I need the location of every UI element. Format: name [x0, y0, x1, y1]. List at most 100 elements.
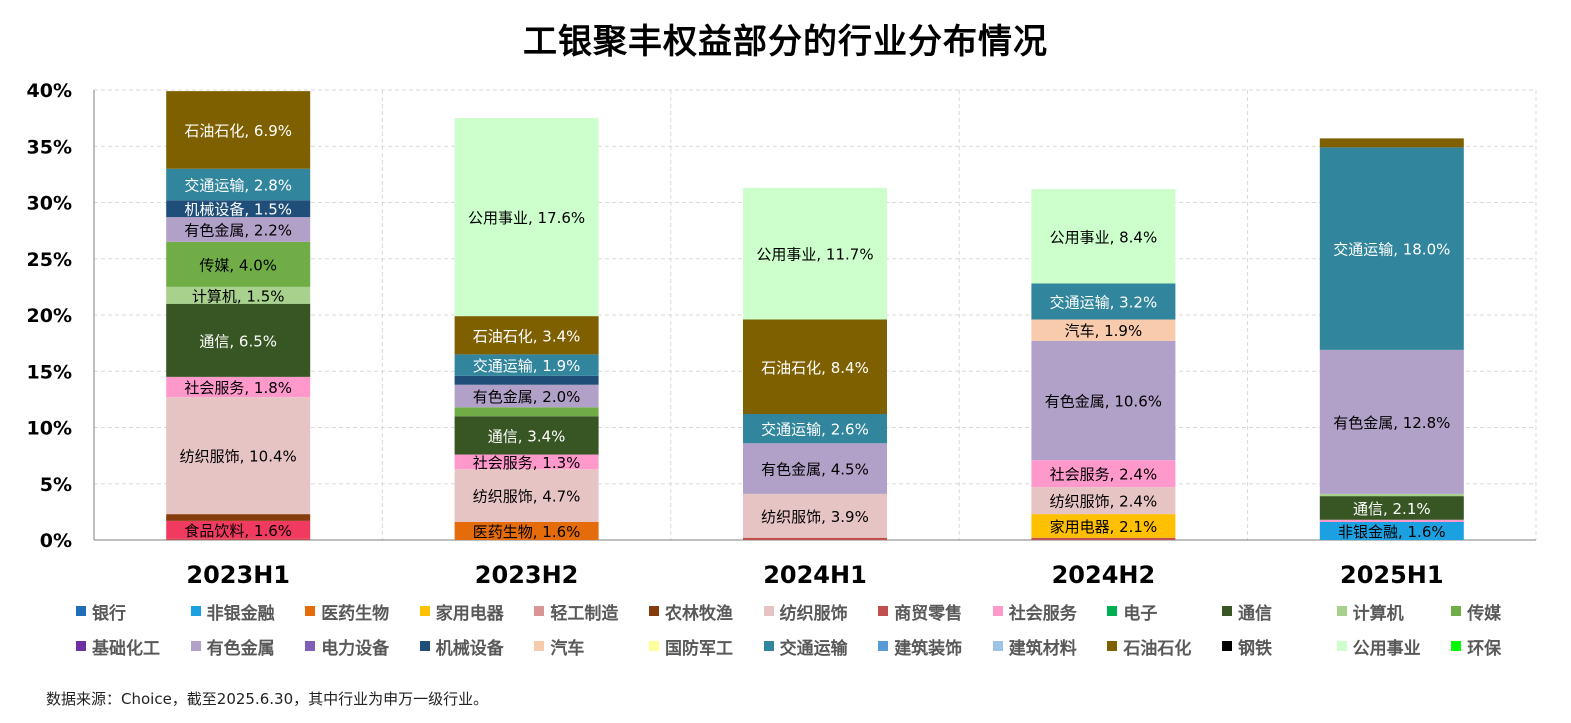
data-label: 公用事业, 17.6%	[468, 209, 585, 227]
bar-segment	[166, 397, 311, 515]
y-tick-label: 40%	[27, 80, 72, 102]
legend-swatch	[534, 606, 545, 616]
legend-item: 基础化工	[76, 635, 160, 659]
legend-swatch	[419, 641, 430, 651]
bar-segment	[743, 443, 887, 494]
bar-segment	[166, 538, 311, 540]
data-label: 有色金属, 10.6%	[1045, 393, 1162, 411]
legend-swatch	[534, 641, 545, 651]
legend-label: 电力设备	[321, 638, 390, 659]
bar-segment	[1031, 340, 1176, 461]
data-label: 医药生物, 1.6%	[473, 523, 581, 541]
data-label: 石油石化, 6.9%	[184, 122, 292, 140]
legend-swatch	[419, 606, 430, 616]
data-label: 食品饮料, 1.6%	[184, 522, 292, 540]
legend-item: 商贸零售	[878, 600, 962, 624]
legend-item: 家用电器	[419, 600, 504, 624]
legend-swatch	[1107, 606, 1118, 616]
legend-swatch	[649, 606, 659, 616]
data-label: 传媒, 4.0%	[199, 256, 277, 274]
bar-segment	[1319, 349, 1464, 494]
legend-swatch	[992, 606, 1003, 616]
x-tick-label-2024h2: 2024H2	[1052, 561, 1156, 589]
legend-label: 纺织服饰	[779, 603, 848, 624]
data-label: 有色金属, 4.5%	[761, 461, 869, 479]
legend-item: 钢铁	[1222, 635, 1272, 659]
bar-segment	[1319, 493, 1464, 497]
legend-label: 环保	[1467, 638, 1502, 659]
legend-swatch	[1451, 606, 1462, 616]
data-label: 交通运输, 3.2%	[1050, 294, 1158, 312]
legend-swatch	[992, 641, 1003, 651]
legend-item: 轻工制造	[534, 600, 618, 624]
legend-swatch	[1336, 606, 1347, 616]
legend-label: 非银金融	[206, 603, 275, 624]
legend-item: 农林牧渔	[649, 600, 733, 624]
bar-segment	[743, 537, 887, 540]
bar-segment	[1031, 283, 1176, 320]
y-tick-label: 35%	[27, 136, 72, 158]
data-label: 有色金属, 12.8%	[1333, 414, 1450, 432]
data-label: 社会服务, 1.8%	[184, 379, 292, 397]
bar-segment	[454, 469, 599, 522]
data-label: 通信, 6.5%	[199, 332, 277, 350]
legend-label: 农林牧渔	[665, 603, 733, 624]
y-tick-label: 25%	[27, 249, 72, 271]
bar-segment	[166, 303, 311, 377]
legend-item: 建筑材料	[992, 635, 1077, 659]
legend-label: 家用电器	[435, 603, 504, 624]
legend-item: 电力设备	[305, 635, 390, 659]
bar-segment	[1031, 319, 1176, 341]
data-label: 社会服务, 1.3%	[473, 454, 581, 472]
legend-swatch	[763, 641, 774, 651]
bar-segment	[166, 376, 311, 398]
legend-item: 非银金融	[190, 600, 275, 624]
data-label: 通信, 3.4%	[488, 427, 566, 445]
legend-swatch	[1107, 641, 1118, 651]
data-label: 纺织服饰, 3.9%	[761, 508, 869, 526]
bar-segment	[454, 407, 599, 417]
legend-label: 社会服务	[1008, 603, 1077, 624]
data-label: 家用电器, 2.1%	[1050, 518, 1158, 536]
bar-segment	[454, 522, 599, 540]
legend-item: 交通运输	[763, 635, 848, 659]
legend-label: 银行	[92, 603, 126, 624]
legend-label: 有色金属	[206, 638, 275, 659]
y-tick-label: 20%	[27, 305, 72, 327]
bar-segment	[166, 217, 311, 242]
bar-segment	[1031, 189, 1176, 284]
legend-item: 环保	[1451, 635, 1502, 659]
bar-segment	[743, 319, 887, 414]
bar-segment	[1319, 519, 1464, 522]
legend-swatch	[1451, 641, 1462, 651]
data-label: 非银金融, 1.6%	[1338, 523, 1446, 541]
legend-label: 计算机	[1352, 603, 1404, 624]
legend-swatch	[649, 641, 659, 651]
bar-segment	[454, 416, 599, 455]
legend-label: 建筑装饰	[894, 638, 963, 659]
legend-item: 银行	[76, 600, 126, 624]
y-tick-label: 10%	[27, 418, 72, 440]
y-tick-label: 30%	[27, 193, 72, 215]
data-label: 石油石化, 3.4%	[473, 327, 581, 345]
x-tick-label-2025h1: 2025H1	[1340, 561, 1444, 589]
bar-segment	[1319, 147, 1464, 350]
bar-segment	[1031, 460, 1176, 488]
data-label: 社会服务, 2.4%	[1050, 466, 1158, 484]
data-label: 公用事业, 11.7%	[756, 246, 873, 264]
legend-item: 石油石化	[1107, 635, 1191, 659]
x-tick-label-2024h1: 2024H1	[763, 561, 867, 589]
data-label: 公用事业, 8.4%	[1050, 228, 1158, 246]
bar-segment	[166, 520, 311, 539]
legend-swatch	[190, 641, 201, 651]
data-label: 交通运输, 2.6%	[761, 421, 869, 439]
legend-item: 纺织服饰	[763, 600, 848, 624]
legend-swatch	[878, 606, 889, 616]
data-label: 纺织服饰, 2.4%	[1050, 493, 1158, 511]
bars: 食品饮料, 1.6% 纺织服饰, 10.4% 社会服务, 1.8% 通信, 6.5% 计…	[166, 91, 1464, 541]
bar-segment	[454, 375, 599, 385]
legend-swatch	[763, 606, 774, 616]
legend-item: 有色金属	[190, 635, 275, 659]
y-tick-label: 15%	[27, 361, 72, 383]
data-label: 有色金属, 2.0%	[473, 388, 581, 406]
